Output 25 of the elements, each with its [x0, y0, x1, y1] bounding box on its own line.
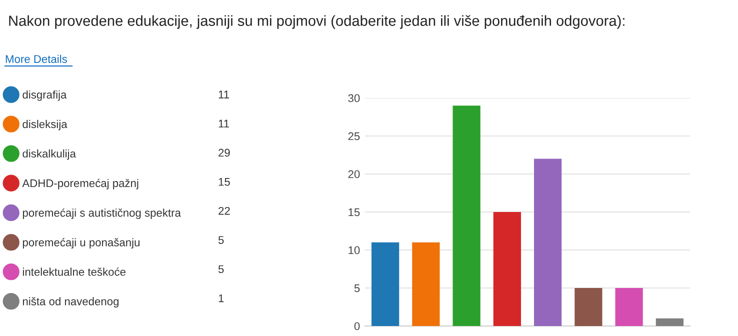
text: 5: [218, 236, 224, 244]
legend-label: diskalkulija: [22, 149, 76, 160]
y-tick-label: 15: [348, 208, 360, 216]
y-tick-label: 30: [348, 94, 360, 102]
text: 29: [218, 148, 230, 157]
y-tick-label: 20: [348, 170, 360, 178]
legend-label: disleksija: [22, 120, 68, 130]
legend-label: intelektualne teškoće: [22, 268, 126, 276]
y-tick-label: 5: [354, 284, 360, 292]
chart-title: Nakon provedene edukacije, jasniji su mi pojmovi (odaberite jedan ili više ponuđenih odgovora):: [9, 15, 624, 29]
text: More Details: [6, 54, 67, 63]
legend-label: poremećaji u ponašanju: [22, 238, 140, 249]
y-tick-label: 25: [348, 132, 360, 140]
text: 5: [218, 265, 224, 274]
y-tick-label: 0: [354, 322, 360, 330]
y-tick-label: 10: [348, 246, 360, 254]
legend-label: disgrafija: [22, 90, 67, 101]
text: 15: [218, 178, 230, 186]
legend-label: ADHD-poremećaj pažnj: [22, 178, 138, 190]
text: 11: [218, 120, 229, 128]
legend-label: ništa od navedenog: [22, 297, 118, 308]
legend-label: poremećaji s autističnog spektra: [22, 208, 181, 219]
text: 11: [218, 90, 229, 98]
text: 1: [218, 294, 224, 302]
text: 22: [218, 207, 230, 215]
